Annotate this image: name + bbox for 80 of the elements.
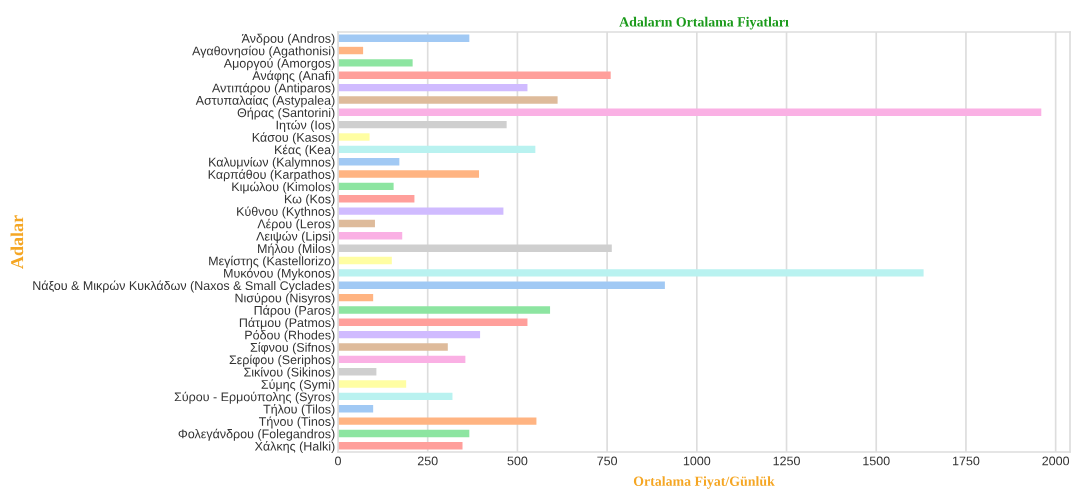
bar bbox=[338, 120, 507, 129]
chart-title: Adaların Ortalama Fiyatları bbox=[619, 16, 789, 30]
bar bbox=[338, 306, 551, 314]
bar bbox=[338, 71, 611, 79]
y-tick-label: Σερίφου (Seriphos) bbox=[229, 354, 335, 367]
bar bbox=[338, 442, 463, 450]
x-tick-label: 250 bbox=[417, 456, 438, 466]
y-tick-label: Νισύρου (Nisyros) bbox=[235, 292, 335, 305]
bar bbox=[338, 417, 537, 425]
y-tick-label: Φολεγάνδρου (Folegandros) bbox=[178, 428, 335, 441]
y-tick-label: Θήρας (Santorini) bbox=[237, 107, 335, 120]
bar bbox=[338, 59, 413, 67]
x-tick-label: 1750 bbox=[952, 456, 980, 466]
y-tick-label: Αμοργού (Amorgos) bbox=[223, 58, 335, 71]
y-tick-label: Μήλου (Milos) bbox=[258, 243, 335, 256]
bar bbox=[338, 392, 453, 401]
y-tick-label: Σύρου - Ερμούπολης (Syros) bbox=[174, 391, 335, 404]
bar bbox=[338, 108, 1042, 116]
y-tick-label: Μυκόνου (Mykonos) bbox=[224, 268, 335, 281]
x-tick-label: 1000 bbox=[683, 456, 711, 466]
bar bbox=[338, 170, 480, 178]
bar bbox=[338, 219, 375, 228]
x-axis-title: Ortalama Fiyat/Günlük bbox=[633, 476, 775, 489]
y-tick-label: Κω (Kos) bbox=[284, 194, 335, 206]
bar bbox=[338, 293, 374, 302]
bar bbox=[338, 207, 504, 215]
y-tick-label: Τήλου (Tilos) bbox=[263, 404, 335, 417]
bar bbox=[338, 232, 403, 240]
x-tick-label: 2000 bbox=[1042, 456, 1070, 466]
bar bbox=[338, 318, 528, 326]
y-tick-label: Λειψών (Lipsi) bbox=[256, 231, 335, 244]
bar bbox=[338, 182, 394, 191]
bar bbox=[338, 343, 448, 351]
y-tick-label: Νάξου & Μικρών Κυκλάδων (Naxos & Small Cyclades) bbox=[33, 280, 335, 293]
y-tick-label: Λέρου (Leros) bbox=[257, 218, 335, 231]
y-tick-label: Πάτμου (Patmos) bbox=[239, 317, 335, 330]
bar bbox=[338, 405, 374, 413]
y-tick-label: Μεγίστης (Kastellorizo) bbox=[209, 255, 335, 268]
bar bbox=[338, 145, 536, 154]
bar bbox=[338, 158, 400, 166]
bar bbox=[338, 269, 924, 277]
y-tick-label: Σικίνου (Sikinos) bbox=[244, 366, 335, 379]
y-tick-label: Αντιπάρου (Antiparos) bbox=[211, 82, 335, 95]
bar bbox=[338, 244, 612, 252]
y-tick-label: Σίφνου (Sifnos) bbox=[250, 342, 335, 355]
x-tick-label: 1500 bbox=[863, 456, 890, 466]
y-tick-label: Κιμώλου (Kimolos) bbox=[232, 181, 335, 194]
bar bbox=[338, 256, 392, 265]
y-tick-label: Αστυπαλαίας (Astypalea) bbox=[195, 95, 335, 108]
y-tick-label: Σύμης (Symi) bbox=[261, 379, 335, 392]
x-tick-label: 500 bbox=[507, 456, 528, 466]
y-tick-label: Άνδρου (Andros) bbox=[241, 33, 335, 46]
y-tick-label: Ανάφης (Anafi) bbox=[252, 70, 335, 83]
y-tick-label: Ρόδου (Rhodes) bbox=[245, 329, 335, 342]
y-tick-label: Ιητών (Ios) bbox=[276, 119, 335, 132]
bar bbox=[338, 429, 470, 438]
bar bbox=[338, 34, 470, 42]
x-tick-label: 750 bbox=[597, 456, 618, 466]
y-tick-label: Αγαθονησίου (Agathonisi) bbox=[192, 45, 335, 58]
bar bbox=[338, 368, 377, 376]
y-tick-label: Κέας (Kea) bbox=[275, 144, 335, 157]
bar bbox=[338, 83, 528, 92]
y-tick-label: Κύθνου (Kythnos) bbox=[237, 206, 335, 219]
bar bbox=[338, 281, 665, 289]
y-tick-label: Κάσου (Kasos) bbox=[252, 132, 335, 145]
y-axis-title: Adalar bbox=[10, 215, 24, 269]
bar bbox=[338, 330, 481, 339]
bar bbox=[338, 380, 407, 388]
x-tick-label: 1250 bbox=[773, 456, 800, 466]
bar bbox=[338, 355, 466, 364]
bar bbox=[338, 96, 558, 104]
bar bbox=[338, 46, 364, 55]
y-tick-label: Τήνου (Tinos) bbox=[258, 416, 335, 429]
y-tick-label: Καλυμνίων (Kalymnos) bbox=[209, 157, 335, 170]
x-tick-label: 0 bbox=[335, 456, 341, 466]
y-tick-label: Καρπάθου (Karpathos) bbox=[208, 169, 335, 182]
y-tick-label: Πάρου (Paros) bbox=[254, 305, 335, 318]
y-tick-label: Χάλκης (Halki) bbox=[254, 441, 335, 454]
bar bbox=[338, 195, 415, 203]
bar bbox=[338, 133, 370, 141]
